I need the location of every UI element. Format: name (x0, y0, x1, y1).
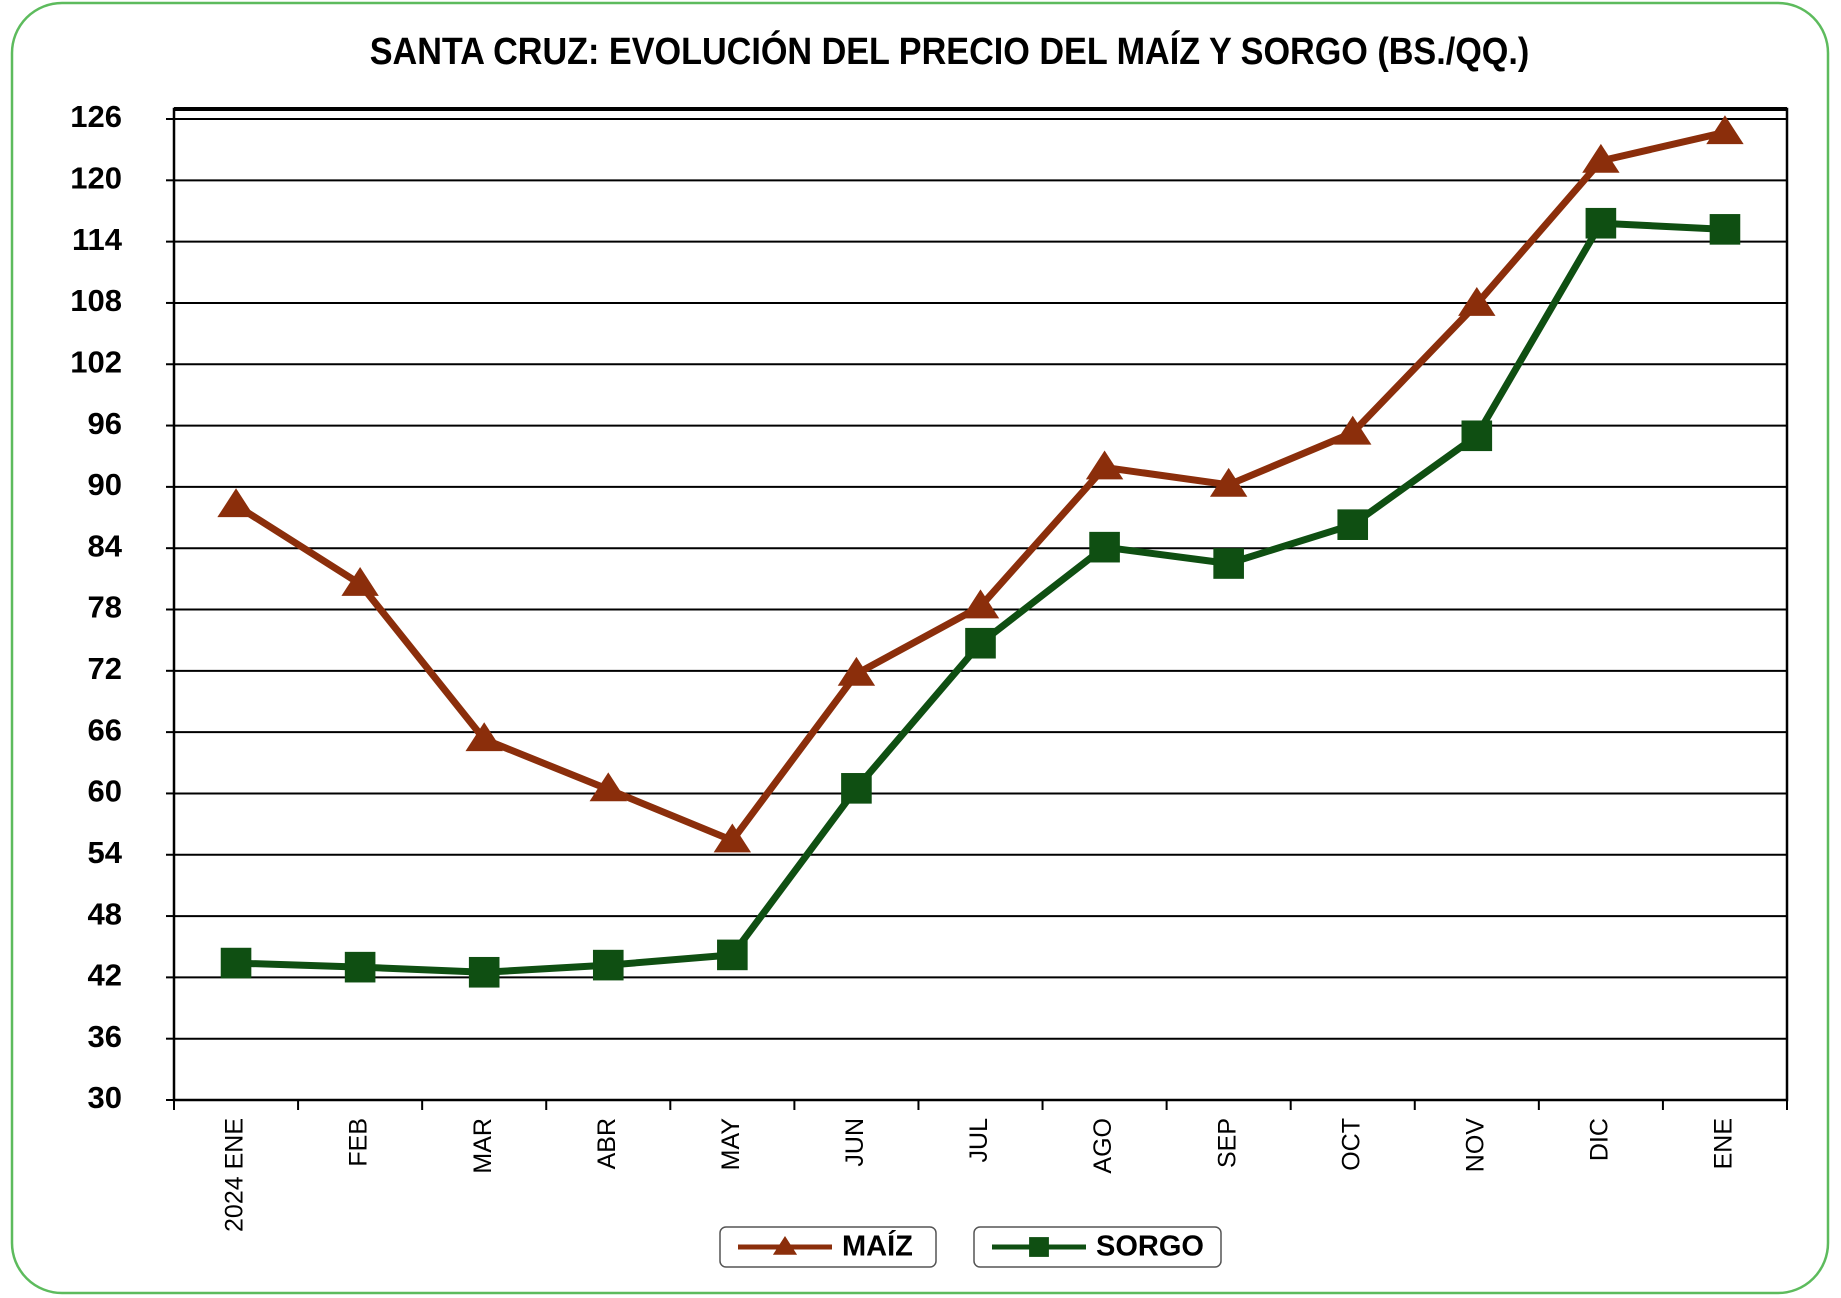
data-point (217, 488, 255, 518)
y-tick-label: 60 (88, 774, 122, 809)
data-point (1582, 143, 1620, 173)
data-point (592, 949, 624, 981)
legend-box (973, 1226, 1222, 1268)
y-tick-label: 78 (88, 590, 122, 625)
y-tick-label: 72 (88, 651, 122, 686)
data-point (344, 951, 376, 983)
data-point (1089, 531, 1120, 563)
data-point (965, 627, 996, 659)
data-point (341, 566, 379, 596)
chart-title: SANTA CRUZ: EVOLUCIÓN DEL PRECIO DEL MAÍ… (370, 28, 1530, 72)
x-tick-label: AGO (1089, 1118, 1117, 1174)
x-tick-label: 2024 ENE (221, 1118, 249, 1232)
data-point (841, 773, 872, 804)
x-tick-label: ENE (1710, 1118, 1738, 1169)
y-tick-label: 114 (72, 222, 123, 257)
data-point (1461, 420, 1493, 452)
y-tick-label: 126 (70, 99, 122, 134)
x-tick-label: SEP (1213, 1118, 1241, 1168)
y-tick-label: 102 (70, 344, 122, 379)
data-point (468, 956, 500, 988)
data-point (961, 589, 1000, 619)
data-point (589, 772, 627, 802)
legend-label: MAÍZ (842, 1229, 913, 1263)
y-tick-label: 66 (88, 712, 122, 747)
data-point (1334, 415, 1372, 445)
data-point (1706, 115, 1744, 145)
y-tick-label: 96 (88, 406, 122, 441)
legend-label: SORGO (1096, 1231, 1204, 1263)
y-tick-label: 42 (88, 958, 122, 993)
y-tick-label: 36 (88, 1019, 122, 1054)
y-tick-label: 108 (70, 283, 122, 318)
data-point (1213, 548, 1244, 579)
y-tick-label: 54 (88, 835, 123, 870)
x-tick-label: MAR (469, 1118, 497, 1174)
x-tick-label: OCT (1337, 1118, 1365, 1171)
data-point (717, 939, 748, 971)
data-point (713, 823, 752, 853)
y-tick-label: 120 (70, 161, 122, 196)
y-tick-label: 48 (88, 896, 122, 931)
data-point (1209, 467, 1248, 497)
data-point (1337, 509, 1369, 540)
data-point (772, 1236, 798, 1255)
x-tick-label: FEB (345, 1118, 373, 1167)
data-point (1458, 286, 1496, 316)
x-tick-label: DIC (1585, 1118, 1613, 1161)
data-point (465, 722, 503, 752)
data-point (1029, 1237, 1049, 1257)
data-point (220, 947, 252, 979)
x-tick-label: NOV (1461, 1118, 1489, 1173)
data-point (1709, 214, 1741, 245)
x-tick-label: JUL (965, 1118, 993, 1163)
data-point (1085, 450, 1124, 480)
y-tick-label: 30 (88, 1080, 122, 1115)
x-tick-label: JUN (841, 1118, 869, 1167)
data-point (1585, 207, 1617, 239)
x-tick-label: ABR (593, 1118, 621, 1169)
data-point (837, 656, 876, 686)
y-tick-label: 84 (88, 528, 123, 563)
y-tick-label: 90 (88, 467, 122, 502)
x-tick-label: MAY (717, 1118, 745, 1171)
